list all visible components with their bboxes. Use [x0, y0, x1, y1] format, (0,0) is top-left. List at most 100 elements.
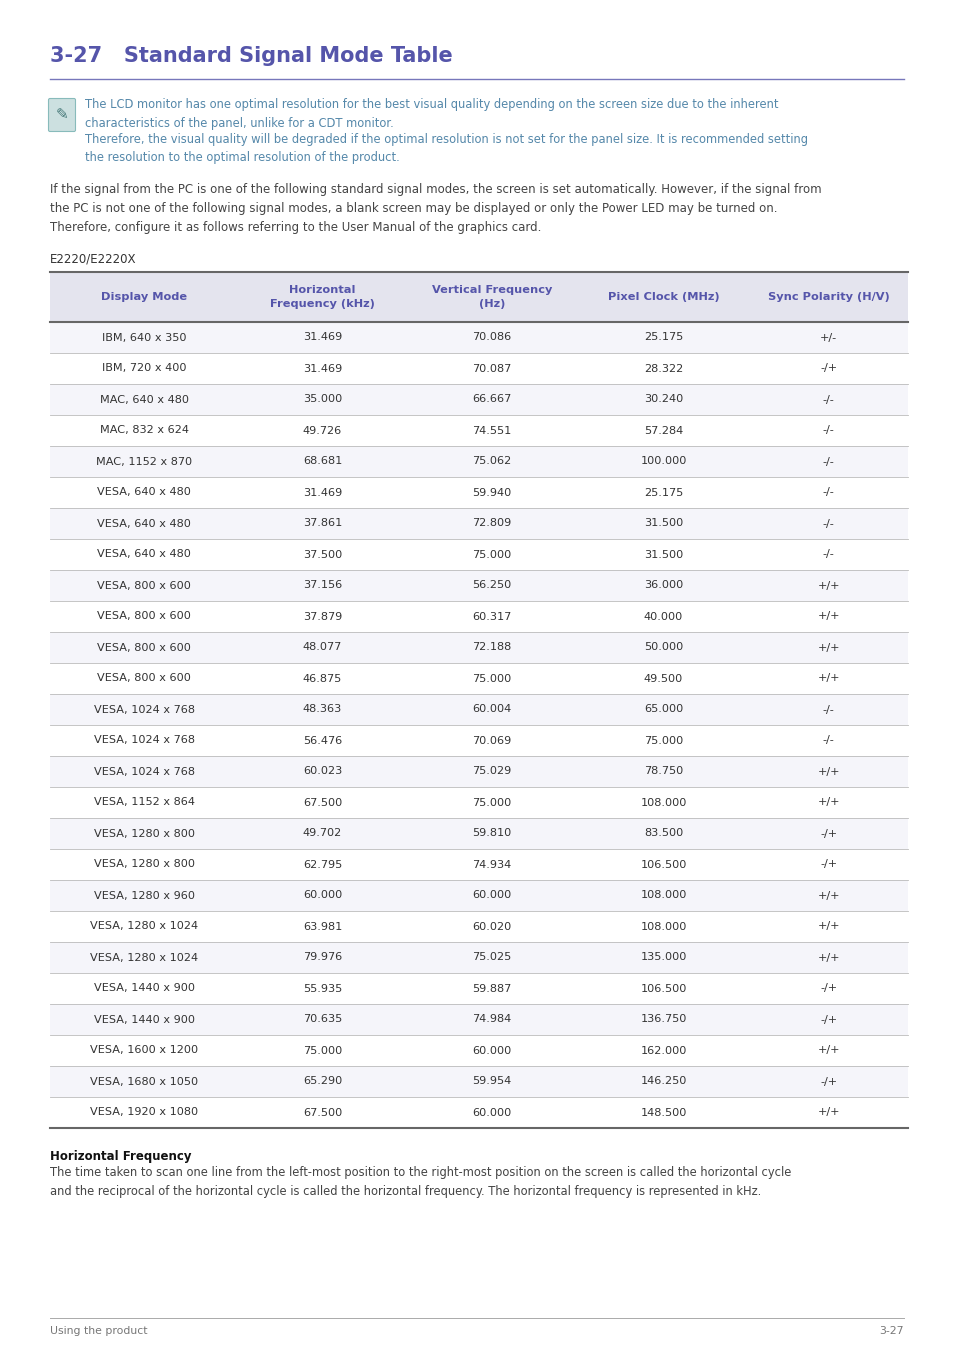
Text: VESA, 1280 x 1024: VESA, 1280 x 1024 — [91, 922, 198, 931]
Text: Horizontal
Frequency (kHz): Horizontal Frequency (kHz) — [270, 285, 375, 309]
Text: 106.500: 106.500 — [639, 860, 686, 869]
Bar — [50, 632, 907, 663]
Bar — [50, 849, 907, 880]
Text: ✎: ✎ — [55, 108, 69, 123]
Text: 75.000: 75.000 — [472, 674, 511, 683]
Text: -/-: -/- — [821, 736, 834, 745]
Text: 79.976: 79.976 — [302, 953, 342, 963]
Text: +/+: +/+ — [817, 1045, 839, 1056]
Text: VESA, 640 x 480: VESA, 640 x 480 — [97, 518, 192, 528]
Text: -/-: -/- — [821, 394, 834, 405]
Text: The time taken to scan one line from the left-most position to the right-most po: The time taken to scan one line from the… — [50, 1166, 791, 1197]
Bar — [50, 539, 907, 570]
Text: IBM, 720 x 400: IBM, 720 x 400 — [102, 363, 187, 374]
Text: 28.322: 28.322 — [643, 363, 682, 374]
Text: -/+: -/+ — [820, 1076, 837, 1087]
Bar — [50, 911, 907, 942]
Text: 40.000: 40.000 — [643, 612, 682, 621]
Text: 108.000: 108.000 — [639, 922, 686, 931]
Text: -/+: -/+ — [820, 363, 837, 374]
Bar — [50, 756, 907, 787]
Text: 60.023: 60.023 — [302, 767, 342, 776]
Text: +/+: +/+ — [817, 612, 839, 621]
Text: VESA, 1024 x 768: VESA, 1024 x 768 — [93, 736, 194, 745]
Text: 75.000: 75.000 — [472, 549, 511, 559]
Text: 146.250: 146.250 — [639, 1076, 686, 1087]
Bar — [50, 446, 907, 477]
Text: 36.000: 36.000 — [643, 580, 682, 590]
Bar — [50, 694, 907, 725]
Text: 31.469: 31.469 — [302, 332, 342, 343]
Text: 59.887: 59.887 — [472, 984, 511, 994]
Text: 60.020: 60.020 — [472, 922, 511, 931]
Text: +/+: +/+ — [817, 953, 839, 963]
Text: 74.984: 74.984 — [472, 1014, 511, 1025]
Text: Horizontal Frequency: Horizontal Frequency — [50, 1150, 192, 1162]
Text: -/+: -/+ — [820, 984, 837, 994]
Text: 56.476: 56.476 — [302, 736, 342, 745]
Text: E2220/E2220X: E2220/E2220X — [50, 252, 136, 265]
Text: 31.500: 31.500 — [643, 518, 682, 528]
Text: 35.000: 35.000 — [302, 394, 342, 405]
Text: VESA, 1024 x 768: VESA, 1024 x 768 — [93, 705, 194, 714]
Text: 59.940: 59.940 — [472, 487, 511, 498]
Text: 100.000: 100.000 — [639, 456, 686, 467]
Text: VESA, 640 x 480: VESA, 640 x 480 — [97, 549, 192, 559]
Bar — [50, 383, 907, 414]
Text: 75.000: 75.000 — [472, 798, 511, 807]
Text: VESA, 1152 x 864: VESA, 1152 x 864 — [93, 798, 194, 807]
Text: Display Mode: Display Mode — [101, 292, 187, 302]
Text: 31.469: 31.469 — [302, 363, 342, 374]
Text: 50.000: 50.000 — [643, 643, 682, 652]
Text: MAC, 832 x 624: MAC, 832 x 624 — [100, 425, 189, 436]
Text: 74.934: 74.934 — [472, 860, 511, 869]
Bar — [50, 973, 907, 1004]
Text: -/-: -/- — [821, 549, 834, 559]
Text: VESA, 800 x 600: VESA, 800 x 600 — [97, 674, 192, 683]
Text: 70.635: 70.635 — [302, 1014, 342, 1025]
Text: 25.175: 25.175 — [643, 487, 682, 498]
Text: +/+: +/+ — [817, 1107, 839, 1118]
Text: 37.500: 37.500 — [302, 549, 342, 559]
Bar — [50, 1098, 907, 1129]
Text: 49.726: 49.726 — [302, 425, 342, 436]
Text: 63.981: 63.981 — [302, 922, 342, 931]
Bar — [50, 601, 907, 632]
Text: -/-: -/- — [821, 456, 834, 467]
Text: 57.284: 57.284 — [643, 425, 682, 436]
Text: VESA, 1440 x 900: VESA, 1440 x 900 — [93, 1014, 194, 1025]
Text: 60.004: 60.004 — [472, 705, 511, 714]
Text: 56.250: 56.250 — [472, 580, 511, 590]
Text: VESA, 1280 x 1024: VESA, 1280 x 1024 — [91, 953, 198, 963]
Text: VESA, 800 x 600: VESA, 800 x 600 — [97, 612, 192, 621]
Text: -/-: -/- — [821, 425, 834, 436]
Text: MAC, 1152 x 870: MAC, 1152 x 870 — [96, 456, 193, 467]
Text: VESA, 800 x 600: VESA, 800 x 600 — [97, 643, 192, 652]
Bar — [50, 477, 907, 508]
Text: 55.935: 55.935 — [302, 984, 342, 994]
Text: 78.750: 78.750 — [643, 767, 682, 776]
Text: MAC, 640 x 480: MAC, 640 x 480 — [100, 394, 189, 405]
Bar — [50, 352, 907, 383]
Text: -/+: -/+ — [820, 829, 837, 838]
Text: 48.363: 48.363 — [302, 705, 342, 714]
Text: 60.317: 60.317 — [472, 612, 511, 621]
Bar — [50, 942, 907, 973]
Text: VESA, 1280 x 960: VESA, 1280 x 960 — [93, 891, 194, 900]
Text: 72.809: 72.809 — [472, 518, 511, 528]
Text: 31.500: 31.500 — [643, 549, 682, 559]
Text: 75.029: 75.029 — [472, 767, 511, 776]
Text: 70.087: 70.087 — [472, 363, 511, 374]
Bar — [50, 508, 907, 539]
Text: 31.469: 31.469 — [302, 487, 342, 498]
Text: Sync Polarity (H/V): Sync Polarity (H/V) — [767, 292, 888, 302]
Text: +/+: +/+ — [817, 767, 839, 776]
Text: Pixel Clock (MHz): Pixel Clock (MHz) — [607, 292, 719, 302]
Text: +/+: +/+ — [817, 674, 839, 683]
Text: 72.188: 72.188 — [472, 643, 511, 652]
Text: 3-27   Standard Signal Mode Table: 3-27 Standard Signal Mode Table — [50, 46, 453, 66]
Text: 108.000: 108.000 — [639, 798, 686, 807]
Text: The LCD monitor has one optimal resolution for the best visual quality depending: The LCD monitor has one optimal resoluti… — [85, 99, 778, 130]
Text: 162.000: 162.000 — [639, 1045, 686, 1056]
Text: 46.875: 46.875 — [302, 674, 342, 683]
